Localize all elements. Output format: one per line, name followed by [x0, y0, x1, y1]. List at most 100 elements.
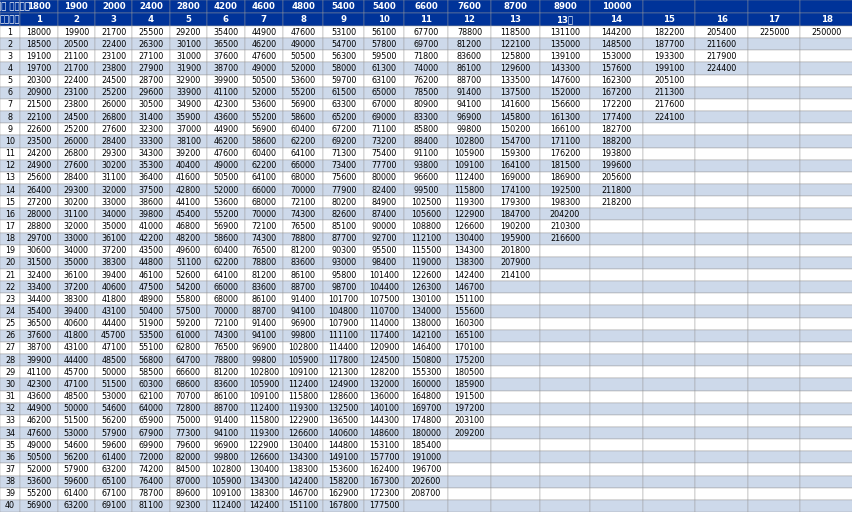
Text: 31400: 31400 [138, 113, 164, 122]
Bar [132, 451, 170, 463]
Text: 3: 3 [111, 15, 117, 24]
Text: 55200: 55200 [213, 210, 239, 219]
Bar [642, 0, 694, 13]
Bar [364, 26, 404, 38]
Text: 82600: 82600 [331, 210, 356, 219]
Text: 34300: 34300 [138, 149, 164, 158]
Bar [747, 232, 799, 245]
Bar [694, 378, 747, 391]
Bar [283, 439, 323, 451]
Text: 6: 6 [222, 15, 228, 24]
Bar [404, 26, 447, 38]
Bar [799, 463, 852, 476]
Text: 180500: 180500 [454, 368, 484, 377]
Text: 31100: 31100 [64, 210, 89, 219]
Bar [170, 123, 207, 135]
Text: 38300: 38300 [101, 259, 126, 267]
Text: 201800: 201800 [500, 246, 530, 255]
Bar [58, 378, 95, 391]
Bar [132, 306, 170, 317]
Bar [245, 439, 283, 451]
Bar [20, 500, 58, 512]
Text: 217900: 217900 [705, 52, 736, 61]
Bar [364, 378, 404, 391]
Bar [491, 306, 539, 317]
Bar [20, 99, 58, 111]
Bar [447, 354, 491, 366]
Text: 32: 32 [5, 404, 15, 413]
Text: 56900: 56900 [291, 100, 315, 110]
Bar [404, 500, 447, 512]
Text: 68600: 68600 [176, 380, 201, 389]
Bar [20, 160, 58, 172]
Bar [364, 75, 404, 87]
Bar [491, 0, 539, 13]
Bar [245, 366, 283, 378]
Bar [207, 439, 245, 451]
Bar [20, 184, 58, 196]
Text: 102800: 102800 [210, 465, 240, 474]
Bar [447, 463, 491, 476]
Bar [58, 500, 95, 512]
Text: 121300: 121300 [328, 368, 359, 377]
Bar [404, 476, 447, 488]
Bar [590, 99, 642, 111]
Bar [283, 99, 323, 111]
Text: 203100: 203100 [454, 416, 484, 425]
Bar [58, 13, 95, 26]
Bar [283, 378, 323, 391]
Bar [323, 172, 364, 184]
Bar [747, 62, 799, 75]
Text: 205100: 205100 [653, 76, 683, 85]
Bar [58, 366, 95, 378]
Text: 124900: 124900 [328, 380, 359, 389]
Text: 119300: 119300 [288, 404, 318, 413]
Text: 33: 33 [5, 416, 15, 425]
Text: 35900: 35900 [176, 113, 201, 122]
Bar [694, 13, 747, 26]
Bar [364, 306, 404, 317]
Text: 44400: 44400 [64, 356, 89, 365]
Text: 93800: 93800 [413, 161, 438, 170]
Bar [539, 111, 590, 123]
Bar [58, 342, 95, 354]
Bar [590, 123, 642, 135]
Bar [283, 196, 323, 208]
Bar [132, 87, 170, 99]
Text: 23800: 23800 [101, 64, 126, 73]
Bar [364, 196, 404, 208]
Text: 99800: 99800 [457, 125, 481, 134]
Text: 41000: 41000 [138, 222, 164, 231]
Text: 4600: 4600 [251, 2, 275, 11]
Text: 43600: 43600 [213, 113, 238, 122]
Text: 104400: 104400 [369, 283, 399, 292]
Bar [491, 62, 539, 75]
Text: 144800: 144800 [328, 441, 358, 450]
Bar [590, 220, 642, 232]
Bar [747, 415, 799, 427]
Bar [132, 427, 170, 439]
Bar [447, 415, 491, 427]
Text: 112400: 112400 [249, 404, 279, 413]
Bar [747, 330, 799, 342]
Text: 21100: 21100 [64, 52, 89, 61]
Bar [132, 99, 170, 111]
Bar [539, 306, 590, 317]
Bar [58, 147, 95, 160]
Text: 30500: 30500 [138, 100, 164, 110]
Bar [747, 257, 799, 269]
Text: 167800: 167800 [328, 501, 359, 510]
Bar [694, 75, 747, 87]
Bar [491, 439, 539, 451]
Bar [799, 415, 852, 427]
Bar [58, 123, 95, 135]
Text: 118500: 118500 [500, 28, 530, 36]
Bar [364, 111, 404, 123]
Bar [0, 38, 20, 50]
Bar [0, 147, 20, 160]
Bar [20, 427, 58, 439]
Text: 38600: 38600 [138, 198, 164, 207]
Bar [132, 75, 170, 87]
Bar [642, 26, 694, 38]
Bar [0, 245, 20, 257]
